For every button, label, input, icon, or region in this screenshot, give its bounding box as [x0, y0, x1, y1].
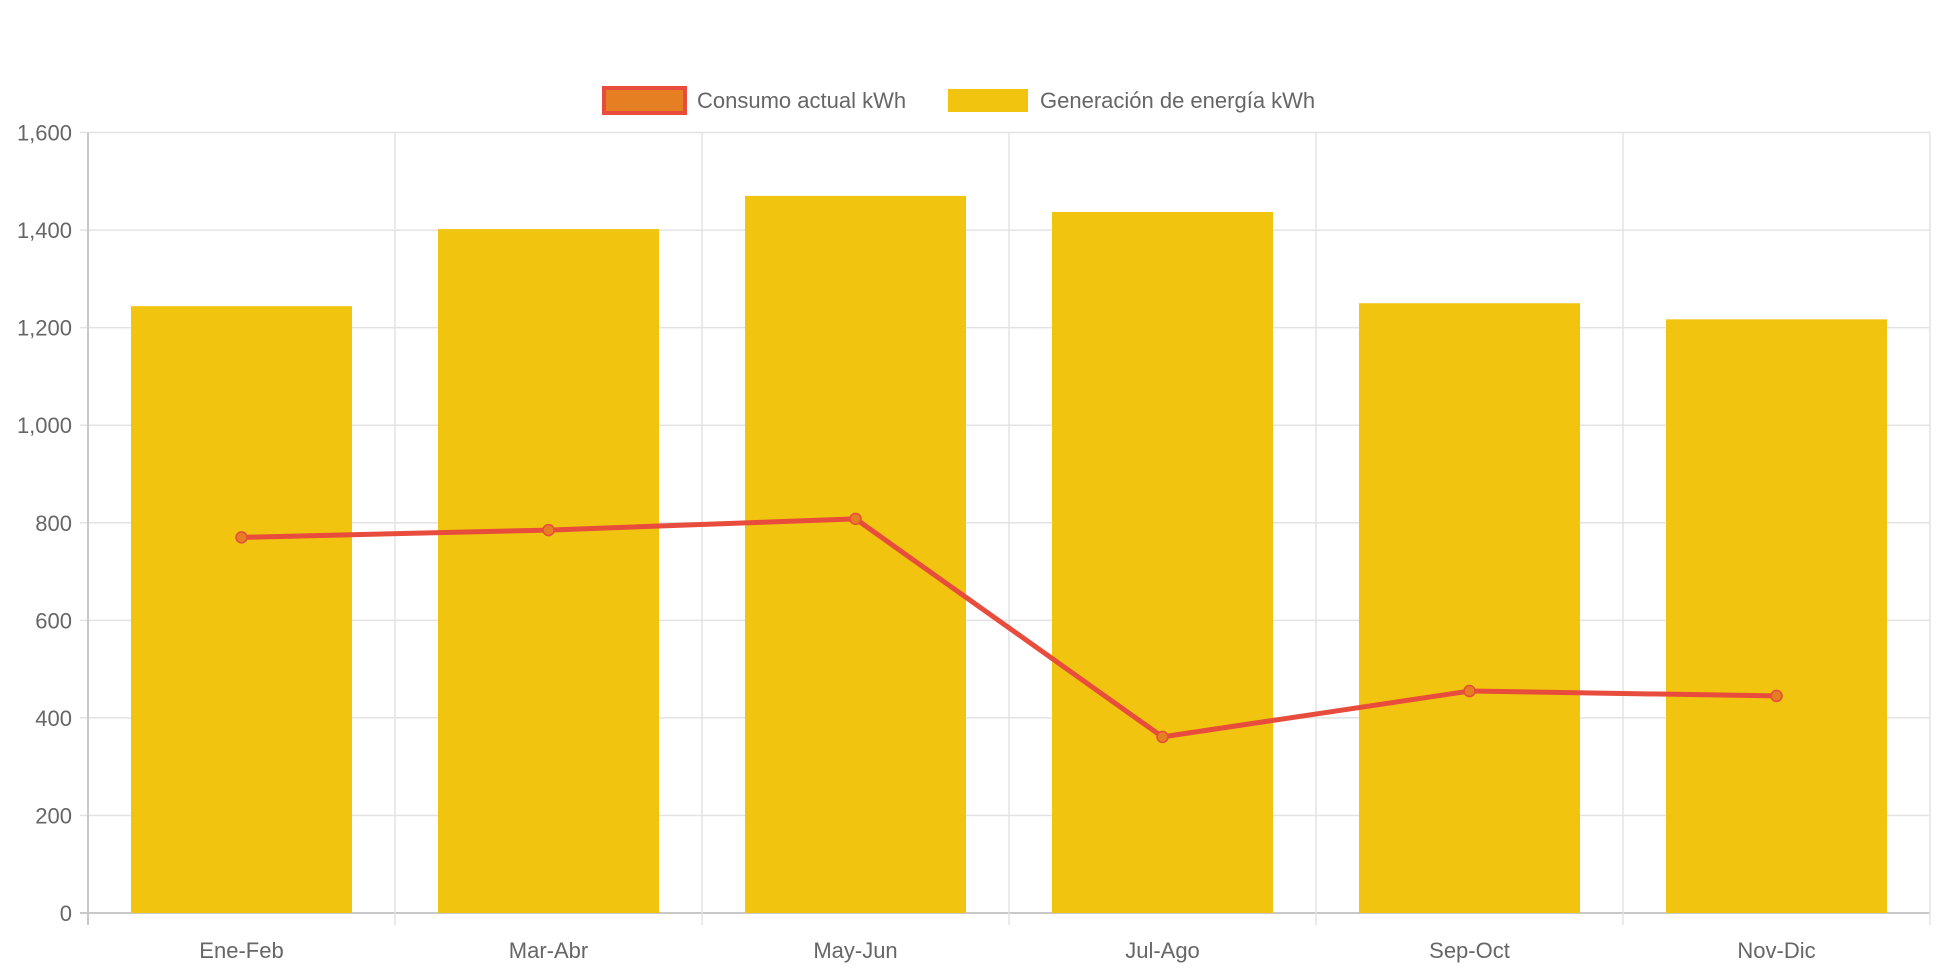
bar-jul-ago	[1051, 212, 1274, 914]
bar-mar-abr	[437, 229, 660, 914]
x-tick-label: Nov-Dic	[1737, 938, 1815, 963]
consumo-line	[241, 516, 1777, 740]
bar-may-jun	[744, 195, 967, 913]
point-nov-dic	[1770, 689, 1783, 703]
bar-ene-feb	[130, 306, 353, 913]
legend-item-generacion[interactable]: Generación de energía kWh	[948, 88, 1315, 113]
y-tick-label: 1,600	[17, 121, 72, 146]
point-ene-feb	[235, 531, 248, 544]
point-jul-ago	[1156, 730, 1169, 744]
point-may-jun	[849, 512, 862, 526]
line-series	[235, 512, 1783, 744]
y-tick-label: 1,200	[17, 316, 72, 341]
x-tick-label: Mar-Abr	[509, 938, 588, 963]
bar-series	[130, 195, 1888, 914]
legend-label-consumo: Consumo actual kWh	[697, 88, 906, 113]
y-tick-label: 400	[35, 706, 72, 731]
legend-item-consumo[interactable]: Consumo actual kWh	[602, 86, 906, 115]
point-sep-oct	[1463, 684, 1476, 698]
legend-label-generacion: Generación de energía kWh	[1040, 88, 1315, 113]
bar-nov-dic	[1665, 319, 1888, 914]
axes: 0 200 400 600 800 1,000 1,200 1,400 1,600 Ene-Feb…	[17, 121, 1816, 964]
x-tick-label: Sep-Oct	[1429, 938, 1510, 963]
point-mar-abr	[542, 523, 555, 537]
y-tick-label: 600	[35, 608, 72, 633]
y-tick-label: 200	[35, 803, 72, 828]
bar-sep-oct	[1358, 303, 1581, 913]
x-tick-label: Jul-Ago	[1125, 938, 1200, 963]
legend: Consumo actual kWh Generación de energía…	[602, 86, 1315, 115]
legend-swatch-generacion	[948, 89, 1028, 112]
y-tick-label: 1,400	[17, 218, 72, 243]
y-tick-label: 800	[35, 511, 72, 536]
x-tick-label: May-Jun	[813, 938, 897, 963]
legend-swatch-consumo	[602, 86, 687, 115]
y-tick-label: 0	[60, 901, 72, 926]
y-tick-label: 1,000	[17, 413, 72, 438]
x-tick-label: Ene-Feb	[199, 938, 283, 963]
grid	[80, 131, 1931, 925]
